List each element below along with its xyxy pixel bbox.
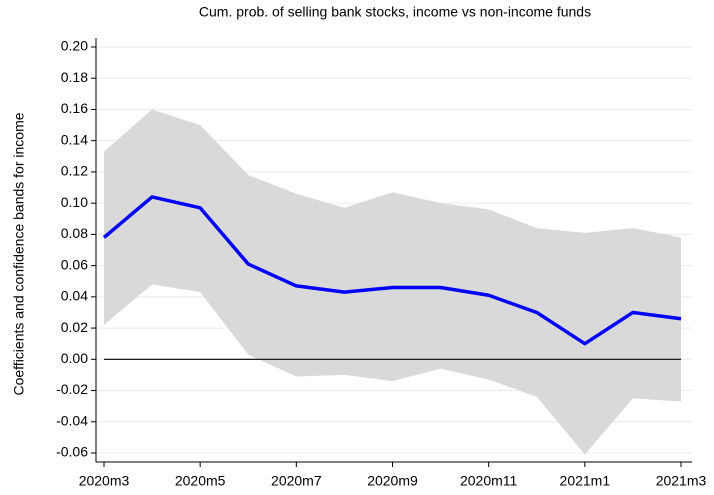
- y-tick-label: 0.06: [61, 256, 88, 272]
- y-tick-label: 0.04: [61, 288, 88, 304]
- y-tick-label: 0.12: [61, 163, 88, 179]
- chart-title: Cum. prob. of selling bank stocks, incom…: [199, 4, 591, 20]
- y-tick-label: 0.10: [61, 194, 88, 210]
- y-tick-label: -0.04: [56, 412, 88, 428]
- y-tick-label: 0.20: [61, 38, 88, 54]
- y-tick-label: 0.00: [61, 350, 88, 366]
- y-tick-label: 0.16: [61, 100, 88, 116]
- y-tick-label: -0.02: [56, 381, 88, 397]
- y-tick-label: -0.06: [56, 444, 88, 460]
- x-tick-label: 2021m1: [560, 473, 611, 489]
- y-axis-title: Coefficients and confidence bands for in…: [11, 112, 27, 395]
- y-tick-label: 0.02: [61, 319, 88, 335]
- x-tick-label: 2021m3: [656, 473, 707, 489]
- coefficient-line: [102, 195, 682, 346]
- y-tick-label: 0.08: [61, 225, 88, 241]
- x-tick-label: 2020m7: [271, 473, 322, 489]
- x-tick-label: 2020m11: [460, 473, 518, 489]
- y-tick-label: 0.14: [61, 131, 88, 147]
- x-tick-label: 2020m3: [79, 473, 130, 489]
- y-tick-label: 0.18: [61, 69, 88, 85]
- x-tick-label: 2020m5: [175, 473, 226, 489]
- x-tick-label: 2020m9: [367, 473, 418, 489]
- confidence-band: [104, 109, 681, 455]
